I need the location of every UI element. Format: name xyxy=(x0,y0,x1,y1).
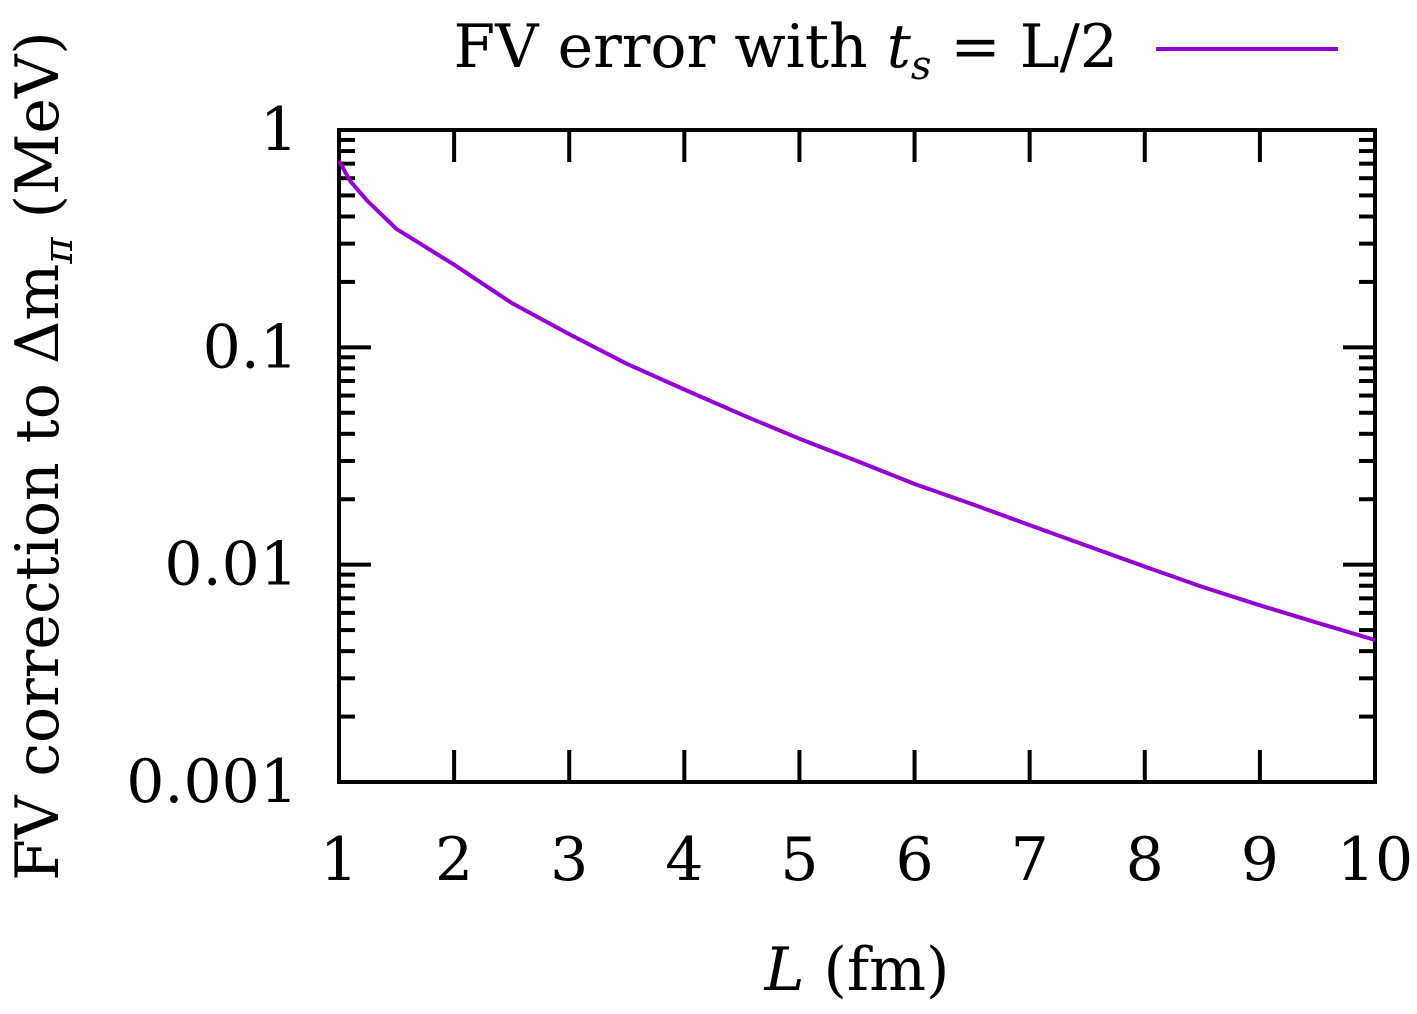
y-tick-label: 0.1 xyxy=(203,312,298,382)
x-tick-label: 4 xyxy=(665,825,703,895)
series-layer xyxy=(337,160,1376,642)
y-tick-label: 0.01 xyxy=(164,530,298,600)
x-tick-label: 5 xyxy=(780,825,818,895)
y-tick-label: 1 xyxy=(260,95,298,165)
x-tick-label: 9 xyxy=(1241,825,1279,895)
x-tick-label: 10 xyxy=(1337,825,1413,895)
y-axis-label: FV correction to Δmπ (MeV) xyxy=(3,31,82,880)
x-tick-label: 2 xyxy=(435,825,473,895)
plot-frame xyxy=(337,128,1377,784)
y-tick-label: 0.001 xyxy=(126,747,298,817)
legend-label: FV error with ts = L/2 xyxy=(454,12,1118,89)
labels-layer: 1 2 3 4 5 6 7 8 9 10 0.001 0.01 0.1 1 xyxy=(126,95,1413,895)
series-line xyxy=(337,160,1376,642)
x-tick-label: 8 xyxy=(1126,825,1164,895)
x-tick-label: 1 xyxy=(320,825,358,895)
x-tick-label: 6 xyxy=(895,825,933,895)
x-tick-label: 3 xyxy=(550,825,588,895)
ticks-layer xyxy=(337,128,1377,784)
x-axis-label: L (fm) xyxy=(764,935,950,1005)
x-tick-label: 7 xyxy=(1011,825,1049,895)
legend: FV error with ts = L/2 xyxy=(454,12,1338,89)
